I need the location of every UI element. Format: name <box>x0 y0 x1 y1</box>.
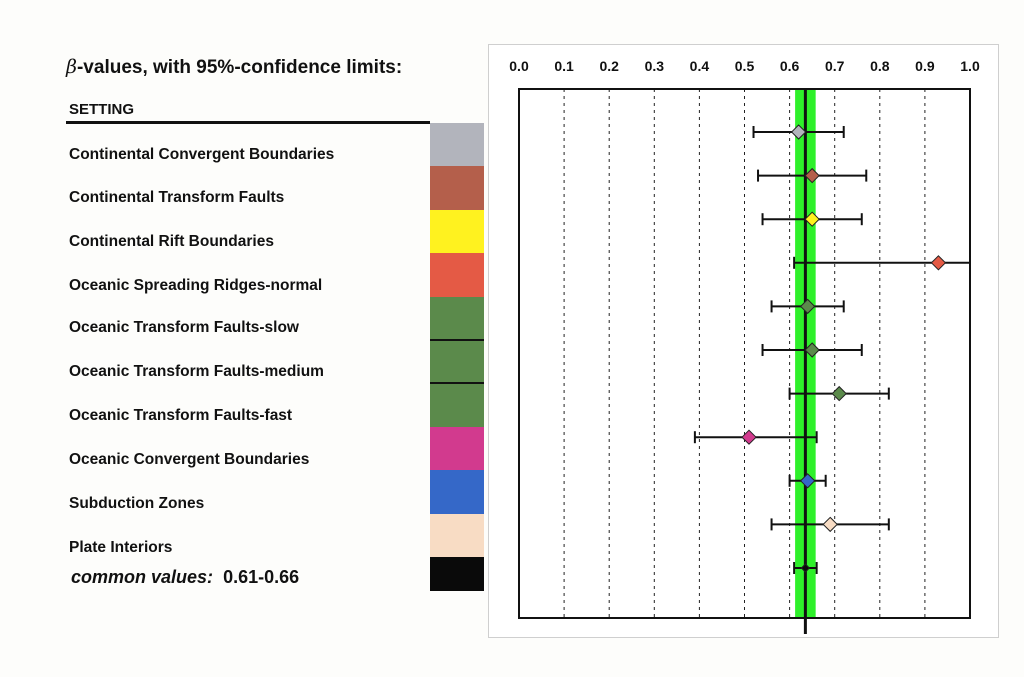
category-label: Continental Transform Faults <box>69 189 285 206</box>
color-swatch <box>430 426 484 472</box>
point-estimate-marker <box>804 167 820 184</box>
point-estimate-marker <box>822 516 838 533</box>
point-estimate-marker <box>799 298 816 315</box>
category-label: Oceanic Convergent Boundaries <box>69 451 310 468</box>
setting-header: SETTING <box>69 101 135 118</box>
color-swatch <box>430 470 484 516</box>
color-swatch <box>430 383 484 429</box>
common-values-label: common values: 0.61-0.66 <box>71 567 299 588</box>
point-estimate-marker <box>741 429 757 445</box>
plot-area <box>519 89 970 618</box>
category-label: Continental Rift Boundaries <box>69 233 274 250</box>
x-tick-label: 0.7 <box>825 58 845 74</box>
plot-border <box>518 88 971 619</box>
point-estimate-marker <box>799 473 816 489</box>
category-label: Subduction Zones <box>69 495 205 512</box>
color-swatch <box>430 296 484 342</box>
chart-title: β-values, with 95%-confidence limits: <box>66 56 402 79</box>
color-swatch <box>430 123 484 168</box>
x-tick-label: 0.3 <box>645 58 665 74</box>
category-label: Plate Interiors <box>69 539 173 556</box>
category-label: Continental Convergent Boundaries <box>69 146 335 163</box>
point-estimate-marker <box>804 342 820 358</box>
beta-symbol: β <box>66 56 77 78</box>
color-swatch <box>430 513 484 559</box>
color-swatch <box>430 557 484 591</box>
x-tick-label: 1.0 <box>960 58 980 74</box>
point-estimate-marker <box>800 563 811 573</box>
x-tick-label: 0.1 <box>554 58 574 74</box>
category-label: Oceanic Transform Faults-fast <box>69 407 293 424</box>
swatch-separator <box>430 382 484 385</box>
color-swatch <box>430 253 484 299</box>
point-estimate-marker <box>790 124 807 140</box>
x-tick-label: 0.2 <box>599 58 619 74</box>
x-tick-label: 0.9 <box>915 58 935 74</box>
x-tick-label: 0.5 <box>735 58 755 74</box>
x-tick-label: 0.0 <box>509 58 529 74</box>
x-tick-label: 0.6 <box>780 58 800 74</box>
common-values-range: 0.61-0.66 <box>223 567 300 587</box>
category-label: Oceanic Spreading Ridges-normal <box>69 277 323 294</box>
point-estimate-marker <box>831 385 847 402</box>
title-text: -values, with 95%-confidence limits: <box>76 57 403 78</box>
category-label: Oceanic Transform Faults-medium <box>69 363 324 380</box>
color-swatch <box>430 166 484 212</box>
swatch-separator <box>430 339 484 341</box>
color-swatch <box>430 340 484 385</box>
point-estimate-marker <box>804 211 820 227</box>
x-tick-label: 0.4 <box>690 58 710 74</box>
color-swatch <box>430 209 484 255</box>
setting-underline <box>66 121 430 124</box>
x-tick-label: 0.8 <box>870 58 890 74</box>
point-estimate-marker <box>930 255 947 271</box>
category-label: Oceanic Transform Faults-slow <box>69 319 299 336</box>
common-values-text: common values: <box>71 567 214 587</box>
